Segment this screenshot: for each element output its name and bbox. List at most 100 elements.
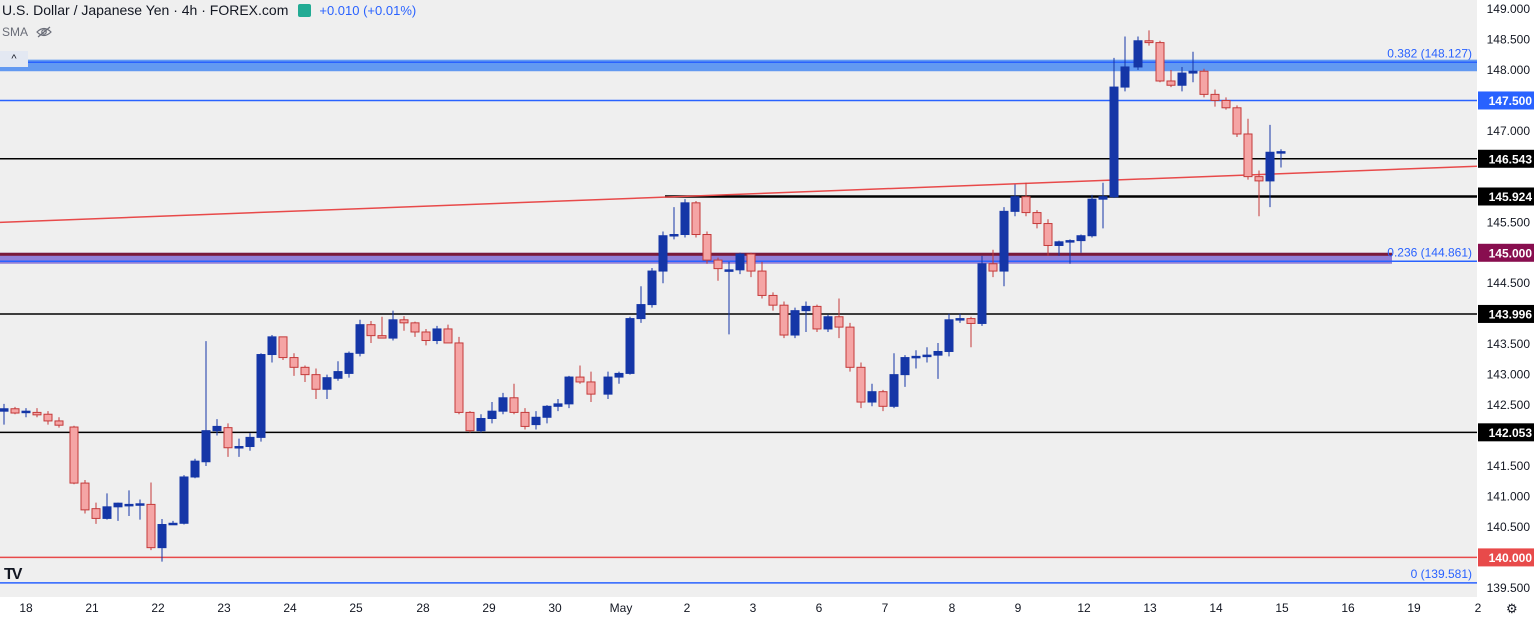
candle-body bbox=[900, 357, 910, 376]
candle-body bbox=[1166, 80, 1176, 86]
time-axis-tick: 21 bbox=[85, 601, 99, 615]
price-axis-tick: 141.500 bbox=[1487, 459, 1531, 473]
candle-body bbox=[333, 371, 343, 379]
time-axis-tick: 29 bbox=[482, 601, 496, 615]
time-axis-tick: 25 bbox=[349, 601, 363, 615]
candle-body bbox=[922, 354, 932, 358]
candle-body bbox=[179, 476, 189, 524]
price-axis-tick: 144.500 bbox=[1487, 276, 1531, 290]
candle-body bbox=[1032, 212, 1042, 225]
candle-body bbox=[102, 506, 112, 519]
gear-icon[interactable]: ⚙ bbox=[1506, 601, 1518, 616]
candle-body bbox=[867, 391, 877, 403]
candle-body bbox=[1155, 42, 1165, 82]
candle-body bbox=[487, 410, 497, 419]
eye-off-icon[interactable] bbox=[36, 26, 52, 38]
time-axis-tick: 2 bbox=[684, 601, 691, 615]
candle-body bbox=[212, 425, 222, 432]
time-axis-tick: 9 bbox=[1015, 601, 1022, 615]
candle-body bbox=[834, 316, 844, 328]
chevron-up-icon: ^ bbox=[11, 53, 17, 65]
candle-body bbox=[801, 305, 811, 312]
candle-body bbox=[680, 202, 690, 236]
candle-body bbox=[746, 253, 756, 272]
candle-body bbox=[113, 502, 123, 508]
candle-body bbox=[54, 420, 64, 426]
market-open-status-icon bbox=[298, 3, 312, 17]
collapse-legend-button[interactable]: ^ bbox=[0, 51, 28, 67]
price-axis-tick: 145.500 bbox=[1487, 215, 1531, 229]
time-axis-tick: 22 bbox=[151, 601, 165, 615]
price-badge-label: 146.543 bbox=[1489, 152, 1533, 166]
candle-body bbox=[10, 408, 20, 414]
price-axis-tick: 148.000 bbox=[1487, 63, 1531, 77]
candle-body bbox=[520, 411, 530, 427]
candle-body bbox=[713, 259, 723, 270]
time-axis-tick: 3 bbox=[750, 601, 757, 615]
candle-body bbox=[1120, 66, 1130, 88]
candle-body bbox=[355, 324, 365, 354]
candle-body bbox=[955, 318, 965, 321]
time-axis-tick: 14 bbox=[1209, 601, 1223, 615]
candle-body bbox=[256, 354, 266, 438]
red-trendline bbox=[0, 165, 1478, 224]
candle-body bbox=[80, 482, 90, 511]
time-axis-tick: 24 bbox=[283, 601, 297, 615]
price-axis-tick: 143.000 bbox=[1487, 368, 1531, 382]
price-badge bbox=[1478, 548, 1534, 567]
price-badge-label: 143.996 bbox=[1489, 307, 1533, 321]
candle-body bbox=[647, 270, 657, 306]
candle-body bbox=[911, 355, 921, 359]
candle-body bbox=[146, 503, 156, 549]
candle-body bbox=[1054, 241, 1064, 246]
fib-level-label: 0.236 (144.861) bbox=[1387, 245, 1472, 259]
price-axis-tick: 148.500 bbox=[1487, 33, 1531, 47]
price-badge-label: 140.000 bbox=[1489, 551, 1533, 565]
candle-body bbox=[410, 322, 420, 333]
candle-body bbox=[1232, 107, 1242, 135]
fib-level-label: 0 (139.581) bbox=[1411, 567, 1472, 581]
candle-body bbox=[691, 202, 701, 236]
price-axis-tick: 140.500 bbox=[1487, 520, 1531, 534]
candle-body bbox=[443, 328, 453, 344]
candle-body bbox=[1243, 133, 1253, 178]
tradingview-logo[interactable]: TV bbox=[4, 566, 23, 583]
sma-indicator-label[interactable]: SMA bbox=[2, 25, 29, 39]
time-axis-tick: 2 bbox=[1475, 601, 1482, 615]
candle-body bbox=[135, 503, 145, 506]
candle-body bbox=[454, 342, 464, 413]
symbol-title[interactable]: U.S. Dollar / Japanese Yen · 4h · FOREX.… bbox=[2, 2, 289, 18]
candle-body bbox=[0, 408, 9, 412]
candle-body bbox=[575, 376, 585, 383]
time-axis-tick: 15 bbox=[1275, 601, 1289, 615]
candle-body bbox=[509, 397, 519, 413]
candle-body bbox=[190, 460, 200, 478]
price-badge-label: 147.500 bbox=[1489, 94, 1533, 108]
candle-body bbox=[1265, 151, 1275, 182]
candle-body bbox=[1087, 198, 1097, 237]
candle-body bbox=[1144, 40, 1154, 44]
candle-body bbox=[1133, 40, 1143, 68]
plot-area bbox=[0, 0, 1477, 597]
candle-body bbox=[988, 263, 998, 272]
price-badge-label: 145.000 bbox=[1489, 246, 1533, 260]
candle-body bbox=[702, 234, 712, 261]
candle-body bbox=[658, 235, 668, 272]
candle-body bbox=[889, 374, 899, 407]
candle-body bbox=[724, 269, 734, 272]
time-axis-tick: 18 bbox=[19, 601, 33, 615]
candle-body bbox=[124, 503, 134, 507]
candle-body bbox=[636, 304, 646, 320]
time-axis-tick: 13 bbox=[1143, 601, 1157, 615]
candle-body bbox=[856, 366, 866, 403]
candle-body bbox=[1010, 196, 1020, 212]
time-axis-tick: 30 bbox=[548, 601, 562, 615]
candle-body bbox=[91, 508, 101, 519]
candle-body bbox=[999, 210, 1009, 272]
candle-body bbox=[201, 430, 211, 463]
candle-body bbox=[300, 366, 310, 376]
price-badge-label: 145.924 bbox=[1489, 190, 1533, 204]
candle-body bbox=[69, 426, 79, 484]
candle-body bbox=[43, 413, 53, 422]
